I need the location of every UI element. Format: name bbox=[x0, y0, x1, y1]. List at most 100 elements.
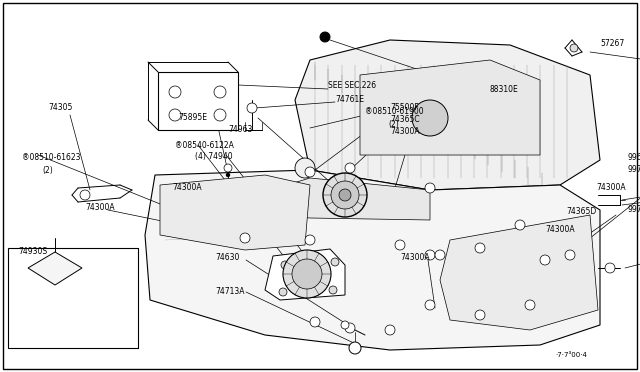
Text: 74300A: 74300A bbox=[545, 225, 575, 234]
Circle shape bbox=[425, 183, 435, 193]
Circle shape bbox=[42, 261, 44, 263]
Circle shape bbox=[214, 109, 226, 121]
Circle shape bbox=[66, 273, 68, 275]
Text: 75500F: 75500F bbox=[390, 103, 419, 112]
Circle shape bbox=[308, 238, 312, 242]
Circle shape bbox=[353, 346, 357, 350]
Text: 74365D: 74365D bbox=[566, 208, 596, 217]
Circle shape bbox=[331, 181, 359, 209]
Circle shape bbox=[570, 44, 578, 52]
Circle shape bbox=[435, 250, 445, 260]
Circle shape bbox=[341, 321, 349, 329]
Text: 99753: 99753 bbox=[628, 166, 640, 174]
Circle shape bbox=[344, 324, 346, 327]
Text: 74630: 74630 bbox=[215, 253, 239, 263]
Text: ®08540-6122A: ®08540-6122A bbox=[175, 141, 234, 150]
Text: 99751: 99751 bbox=[628, 205, 640, 215]
Polygon shape bbox=[160, 175, 310, 250]
Text: 88310E: 88310E bbox=[490, 86, 519, 94]
Circle shape bbox=[540, 255, 550, 265]
Polygon shape bbox=[295, 40, 600, 190]
Circle shape bbox=[281, 261, 289, 269]
Circle shape bbox=[250, 106, 253, 109]
Circle shape bbox=[515, 220, 525, 230]
Circle shape bbox=[565, 250, 575, 260]
Circle shape bbox=[42, 273, 44, 275]
Text: (4) 74940: (4) 74940 bbox=[195, 153, 232, 161]
Circle shape bbox=[438, 253, 442, 257]
Text: 74713A: 74713A bbox=[215, 288, 244, 296]
Text: 74930S: 74930S bbox=[18, 247, 47, 257]
Circle shape bbox=[345, 163, 355, 173]
Circle shape bbox=[323, 35, 327, 39]
Polygon shape bbox=[360, 60, 540, 155]
Circle shape bbox=[305, 235, 315, 245]
Text: 74300A: 74300A bbox=[85, 203, 115, 212]
Circle shape bbox=[169, 86, 181, 98]
Circle shape bbox=[339, 189, 351, 201]
Text: 74365C: 74365C bbox=[390, 115, 420, 125]
Circle shape bbox=[247, 103, 257, 113]
Circle shape bbox=[323, 173, 367, 217]
Circle shape bbox=[348, 166, 352, 170]
Bar bbox=[8, 248, 138, 348]
Text: 74761E: 74761E bbox=[335, 96, 364, 105]
Circle shape bbox=[605, 263, 615, 273]
Circle shape bbox=[385, 325, 395, 335]
Circle shape bbox=[305, 167, 315, 177]
Circle shape bbox=[240, 233, 250, 243]
Text: 74305: 74305 bbox=[48, 103, 72, 112]
Circle shape bbox=[80, 190, 90, 200]
Circle shape bbox=[478, 246, 482, 250]
Circle shape bbox=[54, 273, 56, 275]
Text: ®08510-61623: ®08510-61623 bbox=[22, 154, 81, 163]
Circle shape bbox=[54, 261, 56, 263]
Circle shape bbox=[310, 317, 320, 327]
Circle shape bbox=[543, 258, 547, 262]
Text: 74300A: 74300A bbox=[390, 128, 420, 137]
Circle shape bbox=[428, 253, 432, 257]
Circle shape bbox=[292, 259, 322, 289]
Circle shape bbox=[349, 342, 361, 354]
Text: (2): (2) bbox=[388, 119, 399, 128]
Polygon shape bbox=[440, 215, 598, 330]
Circle shape bbox=[169, 109, 181, 121]
Circle shape bbox=[283, 250, 331, 298]
Circle shape bbox=[308, 170, 312, 174]
Circle shape bbox=[227, 173, 230, 176]
Circle shape bbox=[313, 320, 317, 324]
Circle shape bbox=[66, 261, 68, 263]
Circle shape bbox=[528, 303, 532, 307]
Circle shape bbox=[224, 164, 232, 172]
Circle shape bbox=[478, 313, 482, 317]
Circle shape bbox=[329, 286, 337, 294]
Circle shape bbox=[279, 288, 287, 296]
Circle shape bbox=[348, 326, 352, 330]
Circle shape bbox=[345, 323, 355, 333]
Text: 74963: 74963 bbox=[228, 125, 252, 135]
Polygon shape bbox=[28, 252, 82, 285]
Circle shape bbox=[425, 300, 435, 310]
Text: 74300A: 74300A bbox=[172, 183, 202, 192]
Circle shape bbox=[428, 303, 432, 307]
Circle shape bbox=[428, 186, 432, 190]
Polygon shape bbox=[145, 170, 600, 350]
Text: 74300A: 74300A bbox=[400, 253, 429, 263]
Polygon shape bbox=[158, 72, 238, 130]
Circle shape bbox=[320, 32, 330, 42]
Circle shape bbox=[568, 253, 572, 257]
Text: SEE SEC.226: SEE SEC.226 bbox=[328, 81, 376, 90]
Polygon shape bbox=[265, 249, 345, 300]
Text: 99603: 99603 bbox=[628, 154, 640, 163]
Circle shape bbox=[475, 310, 485, 320]
Polygon shape bbox=[268, 178, 430, 220]
Circle shape bbox=[398, 243, 402, 247]
Circle shape bbox=[395, 240, 405, 250]
Circle shape bbox=[518, 223, 522, 227]
Circle shape bbox=[525, 300, 535, 310]
Circle shape bbox=[214, 86, 226, 98]
Circle shape bbox=[331, 258, 339, 266]
Circle shape bbox=[243, 236, 247, 240]
Text: ·7·7³00·4: ·7·7³00·4 bbox=[555, 352, 587, 358]
Circle shape bbox=[425, 250, 435, 260]
